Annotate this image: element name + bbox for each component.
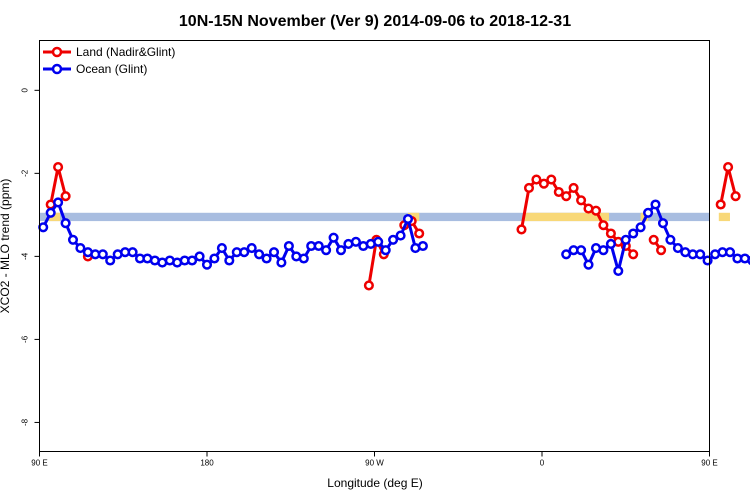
data-point-ocean <box>127 247 138 258</box>
data-point-ocean <box>388 234 399 245</box>
data-point-ocean <box>283 240 294 252</box>
data-point-ocean <box>605 238 616 249</box>
legend-land-label: Land (Nadir&Glint) <box>76 45 175 59</box>
data-point-land <box>538 178 549 189</box>
data-point-ocean <box>328 232 339 243</box>
data-point-land <box>553 186 564 198</box>
data-point-ocean <box>75 243 86 254</box>
x-axis-label: Longitude (deg E) <box>327 476 422 490</box>
data-point-ocean <box>38 222 49 233</box>
x-axis: 90 E 180 90 W 0 90 E <box>31 451 718 468</box>
data-point-ocean <box>672 243 683 254</box>
legend-ocean-label: Ocean (Glint) <box>76 62 147 76</box>
x-tick-label: 180 <box>200 459 214 468</box>
data-point-ocean <box>561 249 572 260</box>
data-point-ocean <box>67 234 79 245</box>
data-point-land <box>715 199 726 210</box>
data-point-ocean <box>97 249 108 260</box>
data-point-land <box>576 195 587 206</box>
band-highlight <box>718 212 730 222</box>
data-point-land <box>53 162 64 173</box>
data-point-ocean <box>695 249 706 260</box>
data-point-ocean <box>380 245 391 256</box>
x-tick-label: 90 W <box>365 459 384 468</box>
legend-land-marker <box>51 46 63 58</box>
data-point-ocean <box>643 207 654 218</box>
data-point-ocean <box>209 253 220 264</box>
data-point-ocean <box>620 234 631 245</box>
y-tick-label: -4 <box>21 252 30 260</box>
data-point-ocean <box>373 236 384 247</box>
data-point-land <box>723 162 734 173</box>
y-axis: 0 -2 -4 -6 -8 <box>21 88 40 426</box>
data-point-land <box>590 205 602 216</box>
data-point-ocean <box>254 249 265 260</box>
data-point-land <box>414 228 425 239</box>
chart-title: 10N-15N November (Ver 9) 2014-09-06 to 2… <box>179 13 571 30</box>
data-point-ocean <box>276 257 287 268</box>
data-point-ocean <box>321 245 332 256</box>
data-point-ocean <box>724 247 736 258</box>
data-point-ocean <box>187 255 198 266</box>
data-point-ocean <box>194 251 205 262</box>
data-point-land <box>730 191 741 202</box>
data-point-land <box>648 234 659 245</box>
data-point-ocean <box>417 240 428 252</box>
plot-area <box>38 162 750 291</box>
data-point-ocean <box>268 247 280 258</box>
x-tick-label: 90 E <box>701 459 717 468</box>
data-point-ocean <box>635 222 646 233</box>
data-point-land <box>363 280 374 291</box>
data-point-ocean <box>702 255 713 266</box>
data-point-land <box>531 174 542 185</box>
data-point-ocean <box>224 255 235 266</box>
data-point-land <box>656 245 667 256</box>
data-point-ocean <box>402 213 414 225</box>
legend: Land (Nadir&Glint) Ocean (Glint) <box>43 45 175 76</box>
data-point-ocean <box>246 243 257 254</box>
data-point-land <box>546 174 557 185</box>
data-point-ocean <box>598 245 609 256</box>
data-point-ocean <box>657 218 669 229</box>
data-point-land <box>516 224 527 235</box>
band-highlight <box>48 212 60 222</box>
x-tick-label: 0 <box>540 459 545 468</box>
data-point-ocean <box>313 240 324 252</box>
data-point-ocean <box>665 234 676 245</box>
y-axis-label: XCO2 - MLO trend (ppm) <box>0 179 12 314</box>
data-point-land <box>60 191 71 202</box>
data-point-ocean <box>201 259 213 270</box>
data-point-ocean <box>45 207 56 218</box>
data-point-land <box>568 182 579 193</box>
data-point-ocean <box>216 243 227 254</box>
y-tick-label: -2 <box>21 169 30 177</box>
legend-ocean-marker <box>51 63 63 75</box>
data-point-ocean <box>628 228 639 239</box>
data-point-land <box>605 228 616 239</box>
data-point-ocean <box>53 197 64 208</box>
band-highlight <box>523 212 609 222</box>
data-point-ocean <box>298 253 309 264</box>
data-point-ocean <box>650 199 661 210</box>
data-point-ocean <box>583 259 594 270</box>
y-tick-label: -6 <box>21 335 30 343</box>
data-point-land <box>561 191 572 202</box>
y-tick-label: 0 <box>21 88 30 93</box>
data-point-land <box>598 220 609 231</box>
data-point-ocean <box>261 253 272 264</box>
data-point-ocean <box>239 247 250 258</box>
data-point-ocean <box>395 230 406 241</box>
reference-band <box>39 212 710 222</box>
x-tick-label: 90 E <box>31 459 47 468</box>
data-point-land <box>628 249 639 260</box>
data-point-ocean <box>576 245 587 256</box>
data-point-ocean <box>60 218 71 229</box>
data-point-ocean <box>350 236 361 247</box>
data-point-ocean <box>335 245 347 256</box>
data-point-land <box>523 182 535 193</box>
data-point-ocean <box>105 255 116 266</box>
data-point-ocean <box>613 265 624 276</box>
y-tick-label: -8 <box>21 418 30 426</box>
